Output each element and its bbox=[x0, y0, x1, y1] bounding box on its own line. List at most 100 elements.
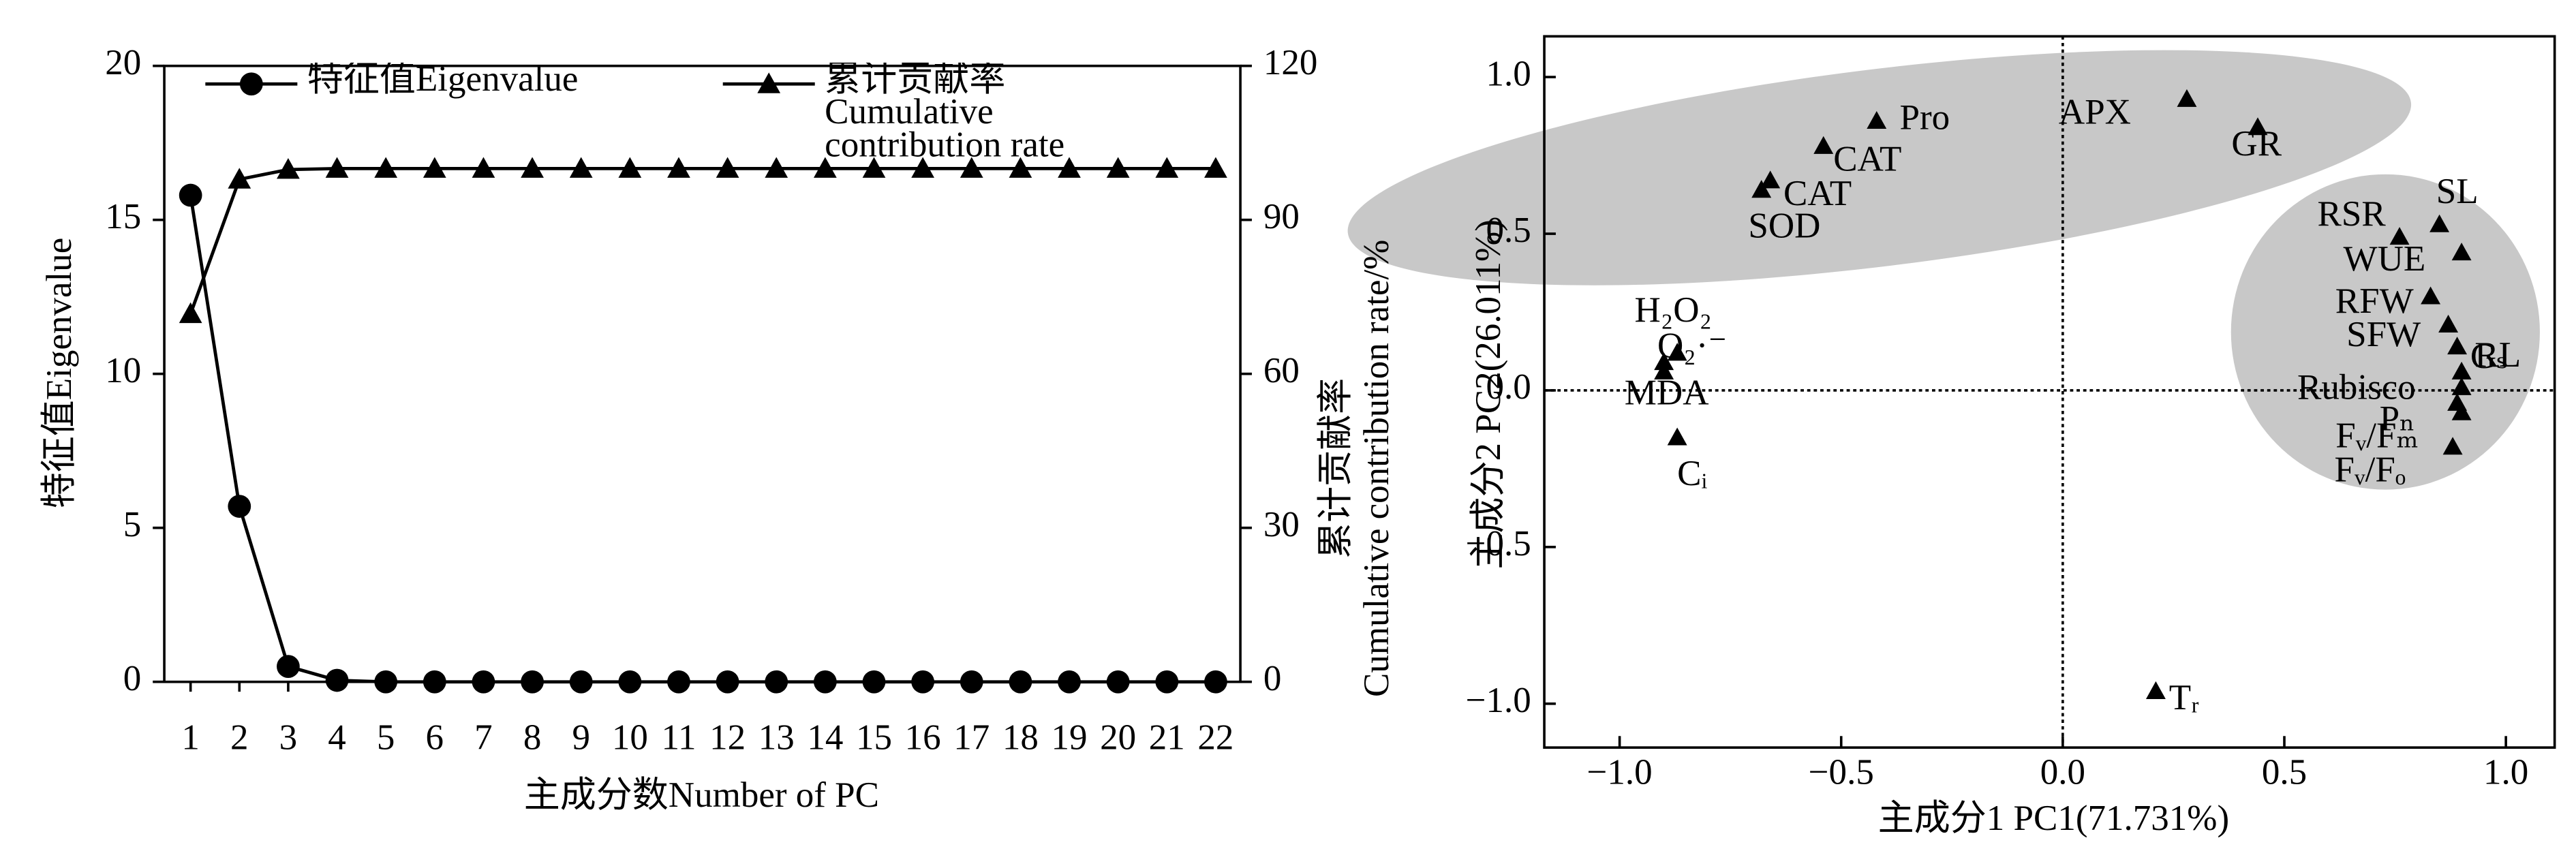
y-tick-label: 15 bbox=[105, 197, 141, 236]
point bbox=[1204, 157, 1227, 178]
point bbox=[1155, 157, 1179, 178]
x-tick-label: 13 bbox=[758, 718, 795, 758]
point-label: RSR bbox=[2318, 194, 2387, 234]
point bbox=[716, 670, 739, 694]
x-tick-label: −0.5 bbox=[1809, 752, 1874, 792]
point bbox=[2447, 337, 2468, 355]
point bbox=[1654, 361, 1674, 380]
point bbox=[1058, 670, 1081, 694]
point bbox=[765, 157, 788, 178]
y2-tick-label: 120 bbox=[1263, 43, 1318, 82]
point-label: Tᵣ bbox=[2169, 678, 2200, 717]
y-tick-label: −0.5 bbox=[1466, 524, 1531, 563]
point bbox=[521, 670, 544, 694]
point bbox=[1667, 427, 1687, 446]
point bbox=[1058, 157, 1081, 178]
x-tick-label: 18 bbox=[1002, 718, 1039, 758]
point-label: SFW bbox=[2346, 315, 2421, 354]
x-axis-label: 主成分数Number of PC bbox=[524, 775, 879, 815]
x-tick-label: 20 bbox=[1100, 718, 1136, 758]
point bbox=[911, 670, 935, 694]
point bbox=[569, 670, 593, 694]
point-label: RFW bbox=[2335, 281, 2414, 321]
x-tick-label: 8 bbox=[523, 718, 542, 758]
point-label: Pₙ bbox=[2380, 399, 2415, 439]
point-label: Pro bbox=[1900, 98, 1950, 138]
point-label: RL bbox=[2474, 335, 2521, 375]
point bbox=[862, 670, 886, 694]
y-tick-label: 5 bbox=[123, 505, 142, 544]
point bbox=[2421, 286, 2441, 305]
point bbox=[277, 655, 300, 678]
point bbox=[911, 157, 935, 178]
y-tick-label: 0 bbox=[123, 659, 142, 698]
point bbox=[521, 157, 544, 178]
legend-entry: 累计贡献率 Cumulative contribution rate bbox=[825, 62, 1065, 165]
x-tick-label: 9 bbox=[572, 718, 590, 758]
point bbox=[1106, 157, 1130, 178]
point bbox=[1155, 670, 1179, 694]
point bbox=[325, 157, 349, 178]
point bbox=[1667, 343, 1687, 361]
point bbox=[1106, 670, 1130, 694]
point bbox=[1867, 111, 1887, 129]
point bbox=[960, 670, 983, 694]
point bbox=[813, 157, 837, 178]
y-axis-label: 特征值Eigenvalue bbox=[40, 238, 79, 509]
x-tick-label: −1.0 bbox=[1587, 752, 1653, 792]
series-line bbox=[189, 166, 1216, 315]
point bbox=[569, 157, 593, 178]
plot-frame bbox=[1543, 35, 2556, 749]
y-tick-label: 10 bbox=[105, 351, 141, 390]
point bbox=[1654, 352, 1674, 371]
y2-axis-label: Cumulative contribution rate/% bbox=[1357, 240, 1396, 697]
legend-label: 累计贡献率 Cumulative contribution rate bbox=[825, 62, 1065, 165]
point bbox=[2442, 437, 2463, 455]
y-tick-label: 0.5 bbox=[1486, 211, 1531, 250]
point bbox=[2177, 89, 2197, 107]
point bbox=[423, 670, 446, 694]
point-label: Rubisco bbox=[2297, 367, 2416, 407]
y2-tick-label: 60 bbox=[1263, 351, 1300, 390]
point bbox=[2438, 314, 2459, 333]
point-label: APX bbox=[2059, 93, 2131, 132]
point bbox=[228, 495, 251, 518]
x-tick-label: 10 bbox=[612, 718, 648, 758]
y2-tick-label: 30 bbox=[1263, 505, 1300, 544]
point bbox=[1204, 670, 1227, 694]
point-label: MDA bbox=[1625, 373, 1709, 413]
point-label: Cᵢ bbox=[1677, 454, 1707, 493]
point-label: CAT bbox=[1833, 140, 1901, 179]
point-label: O₂·⁻ bbox=[1657, 326, 1727, 365]
x-tick-label: 4 bbox=[328, 718, 346, 758]
point bbox=[374, 157, 398, 178]
legend-label: 特征值Eigenvalue bbox=[307, 62, 579, 99]
y2-axis-label: 累计贡献率 bbox=[1316, 378, 1355, 559]
series-line bbox=[189, 195, 1216, 684]
point bbox=[179, 183, 202, 207]
point bbox=[374, 670, 398, 694]
x-tick-label: 15 bbox=[856, 718, 892, 758]
x-tick-label: 5 bbox=[377, 718, 395, 758]
point-label: Fᵥ/Fₒ bbox=[2335, 450, 2406, 489]
point bbox=[1009, 670, 1032, 694]
point bbox=[862, 157, 886, 178]
x-tick-label: 12 bbox=[709, 718, 746, 758]
x-tick-label: 6 bbox=[426, 718, 444, 758]
y-axis-label: 主成分2 PC2(26.011%) bbox=[1469, 219, 1508, 569]
x-tick-label: 19 bbox=[1052, 718, 1088, 758]
point bbox=[813, 670, 837, 694]
y2-tick-label: 0 bbox=[1263, 659, 1282, 698]
point bbox=[2389, 227, 2410, 245]
x-axis-label: 主成分1 PC1(71.731%) bbox=[1878, 799, 2229, 838]
point bbox=[472, 670, 495, 694]
x-tick-label: 7 bbox=[474, 718, 493, 758]
point bbox=[325, 668, 349, 692]
point bbox=[423, 157, 446, 178]
x-tick-label: 0.0 bbox=[2040, 752, 2085, 792]
y-tick-label: 0.0 bbox=[1486, 367, 1531, 407]
point bbox=[1813, 136, 1834, 154]
x-tick-label: 16 bbox=[905, 718, 941, 758]
point bbox=[960, 157, 983, 178]
